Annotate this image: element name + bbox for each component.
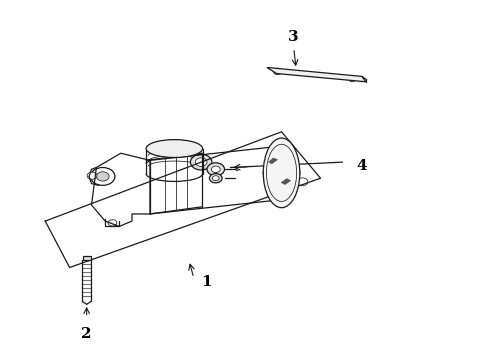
Circle shape xyxy=(196,158,207,166)
Circle shape xyxy=(271,165,292,181)
Bar xyxy=(83,256,91,260)
Text: 1: 1 xyxy=(201,275,211,289)
Circle shape xyxy=(207,163,224,176)
Ellipse shape xyxy=(146,140,202,157)
Circle shape xyxy=(97,172,109,181)
Text: 4: 4 xyxy=(357,159,367,173)
Circle shape xyxy=(211,166,220,172)
Circle shape xyxy=(91,167,115,185)
Polygon shape xyxy=(281,179,291,185)
Circle shape xyxy=(297,178,308,186)
Polygon shape xyxy=(267,67,366,82)
Text: 3: 3 xyxy=(289,30,299,44)
Circle shape xyxy=(209,174,222,183)
Polygon shape xyxy=(269,158,278,164)
Circle shape xyxy=(273,68,282,75)
Ellipse shape xyxy=(263,138,300,208)
Circle shape xyxy=(191,154,212,170)
Text: 2: 2 xyxy=(81,327,92,341)
Circle shape xyxy=(212,176,219,181)
Circle shape xyxy=(349,77,356,82)
Circle shape xyxy=(87,172,97,179)
Circle shape xyxy=(263,159,300,186)
